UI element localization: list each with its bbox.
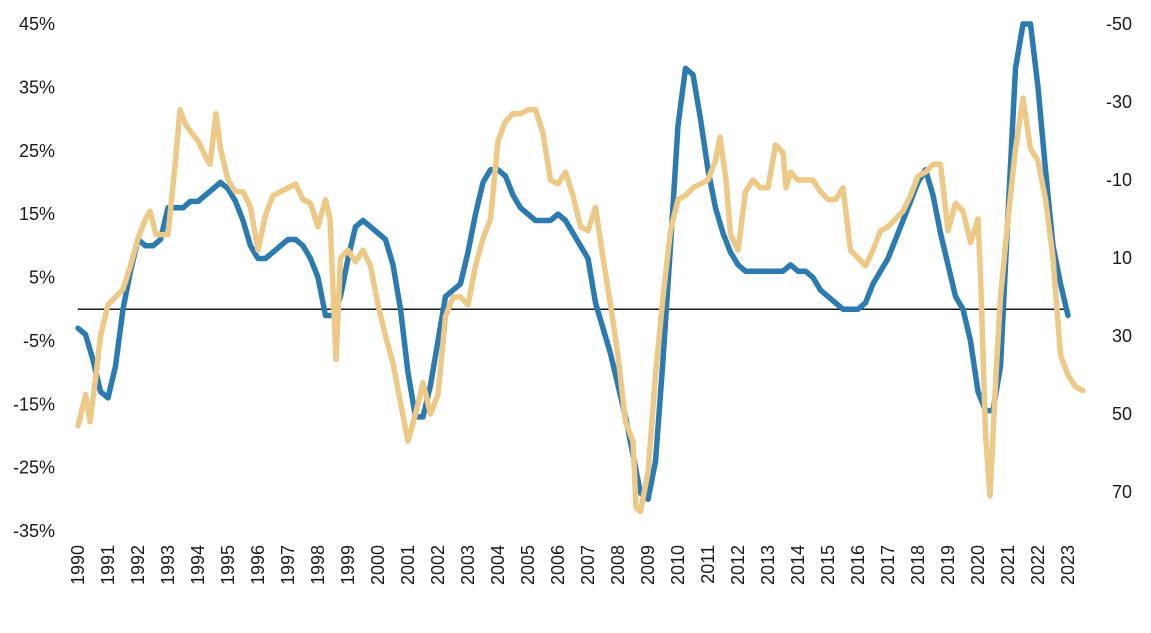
right-tick-label: -10 <box>1106 170 1132 190</box>
x-tick-label: 2011 <box>698 545 718 584</box>
x-tick-label: 1993 <box>158 545 178 585</box>
x-tick-label: 2021 <box>998 545 1018 585</box>
x-tick-label: 2015 <box>818 545 838 585</box>
x-tick-label: 2008 <box>608 545 628 585</box>
right-tick-label: -30 <box>1106 92 1132 112</box>
x-tick-label: 2010 <box>668 545 688 585</box>
x-tick-label: 2003 <box>458 545 478 585</box>
left-tick-label: -5% <box>23 331 55 351</box>
left-tick-label: -25% <box>13 458 55 478</box>
x-tick-label: 2017 <box>878 545 898 585</box>
x-tick-label: 2001 <box>398 545 418 585</box>
x-tick-label: 2023 <box>1058 545 1078 585</box>
x-tick-label: 1995 <box>218 545 238 585</box>
left-tick-label: 25% <box>19 141 55 161</box>
right-axis: -50 -30 -10 10 30 50 70 <box>1106 14 1132 502</box>
x-axis: 1990 1991 1992 1993 1994 1995 1996 1997 1998 1999… <box>68 545 1078 585</box>
left-axis: 45% 35% 25% 15% 5% -5% -15% -25% -35% <box>13 14 55 541</box>
x-tick-label: 2013 <box>758 545 778 585</box>
x-tick-label: 2009 <box>638 545 658 585</box>
left-tick-label: 35% <box>19 77 55 97</box>
x-tick-label: 2007 <box>578 545 598 585</box>
x-tick-label: 1998 <box>308 545 328 585</box>
right-tick-label: 10 <box>1112 248 1132 268</box>
x-tick-label: 1994 <box>188 545 208 585</box>
left-tick-label: 15% <box>19 204 55 224</box>
x-tick-label: 1997 <box>278 545 298 585</box>
right-tick-label: 30 <box>1112 326 1132 346</box>
left-tick-label: 45% <box>19 14 55 34</box>
series-line-1-left-axis <box>75 21 1071 503</box>
left-tick-label: -35% <box>13 521 55 541</box>
x-tick-label: 2012 <box>728 545 748 585</box>
x-tick-label: 2005 <box>518 545 538 585</box>
x-tick-label: 2019 <box>938 545 958 585</box>
x-tick-label: 2022 <box>1028 545 1048 585</box>
series-line-2-right-axis <box>75 95 1086 515</box>
left-tick-label: -15% <box>13 394 55 414</box>
right-tick-label: 70 <box>1112 482 1132 502</box>
x-tick-label: 1990 <box>68 545 88 585</box>
x-tick-label: 2004 <box>488 545 508 585</box>
x-tick-label: 2002 <box>428 545 448 585</box>
x-tick-label: 1991 <box>98 545 118 585</box>
x-tick-label: 2020 <box>968 545 988 585</box>
x-tick-label: 1999 <box>338 545 358 585</box>
x-tick-label: 1992 <box>128 545 148 585</box>
right-tick-label: 50 <box>1112 404 1132 424</box>
series-layer <box>75 21 1086 515</box>
x-tick-label: 1996 <box>248 545 268 585</box>
x-tick-label: 2016 <box>848 545 868 585</box>
x-tick-label: 2000 <box>368 545 388 585</box>
x-tick-label: 2014 <box>788 545 808 585</box>
left-tick-label: 5% <box>29 268 55 288</box>
x-tick-label: 2006 <box>548 545 568 585</box>
right-tick-label: -50 <box>1106 14 1132 34</box>
x-tick-label: 2018 <box>908 545 928 585</box>
